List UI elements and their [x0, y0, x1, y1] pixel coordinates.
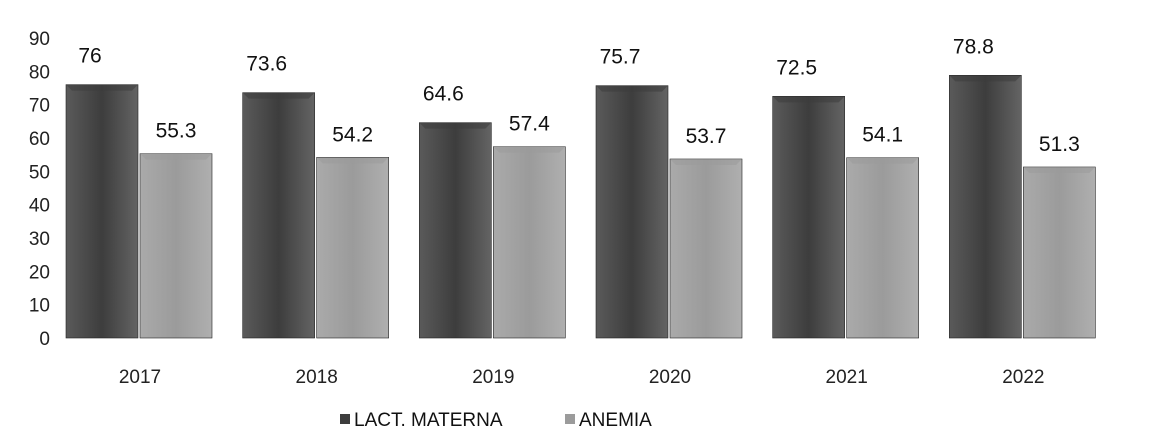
y-tick-label: 30	[29, 229, 50, 250]
data-label-anemia-2020: 53.7	[686, 125, 727, 148]
bar-anemia-2018	[316, 157, 389, 339]
data-label-lact-materna-2019: 64.6	[423, 83, 464, 106]
y-tick-label: 20	[29, 262, 50, 283]
data-label-lact-materna-2020: 75.7	[600, 46, 641, 69]
bar-bevel	[772, 96, 845, 103]
bar-bevel	[949, 75, 1022, 82]
legend-swatch-anemia	[565, 414, 575, 424]
bar-anemia-2020	[669, 158, 743, 339]
x-tick-label-2020: 2020	[649, 367, 691, 388]
bar-bevel	[1023, 167, 1096, 173]
legend-label-lact-materna: LACT. MATERNA	[354, 410, 503, 431]
y-tick-label: 40	[29, 196, 50, 217]
y-tick-label: 0	[39, 329, 50, 350]
bar-bevel	[670, 159, 742, 165]
bar-bevel	[596, 85, 668, 92]
bar-bevel	[493, 146, 566, 153]
y-tick-label: 60	[29, 129, 50, 150]
y-tick-label: 10	[29, 296, 50, 317]
x-tick-label-2021: 2021	[826, 367, 868, 388]
bar-lact-materna-2018	[242, 92, 315, 339]
legend: LACT. MATERNA ANEMIA	[340, 410, 652, 431]
bar-bevel	[846, 157, 919, 164]
bar-bevel	[140, 153, 212, 160]
x-axis-ticks: 2017 2018 2019 2020 2021 2022	[119, 367, 1045, 388]
data-label-anemia-2017: 55.3	[156, 120, 197, 143]
y-axis-ticks: 0 10 20 30 40 50 60 70 80 90	[29, 29, 50, 350]
data-label-anemia-2019: 57.4	[509, 113, 550, 136]
bar-anemia-2019	[493, 146, 566, 339]
data-label-lact-materna-2021: 72.5	[776, 56, 817, 79]
bar-lact-materna-2019	[419, 122, 492, 339]
bars-layer	[65, 75, 1096, 339]
x-tick-label-2022: 2022	[1002, 367, 1044, 388]
data-label-anemia-2022: 51.3	[1039, 133, 1080, 156]
value-labels-layer: 76 55.3 73.6 54.2 64.6 57.4 75.7 53.7 72.5 54.1 78…	[78, 35, 1079, 156]
bar-lact-materna-2021	[772, 96, 845, 339]
bar-anemia-2017	[139, 153, 213, 339]
x-tick-label-2018: 2018	[296, 367, 338, 388]
bar-bevel	[66, 84, 138, 91]
bar-lact-materna-2017	[65, 84, 139, 339]
y-tick-label: 70	[29, 96, 50, 117]
data-label-lact-materna-2022: 78.8	[953, 35, 994, 58]
legend-label-anemia: ANEMIA	[579, 410, 652, 431]
legend-swatch-lact-materna	[340, 414, 350, 424]
data-label-anemia-2021: 54.1	[862, 124, 903, 147]
bar-bevel	[242, 92, 315, 99]
y-tick-label: 90	[29, 29, 50, 50]
data-label-anemia-2018: 54.2	[332, 123, 373, 146]
data-label-lact-materna-2018: 73.6	[246, 53, 287, 76]
data-label-lact-materna-2017: 76	[78, 45, 101, 68]
bar-anemia-2021	[846, 157, 919, 339]
y-tick-label: 50	[29, 162, 50, 183]
x-tick-label-2017: 2017	[119, 367, 161, 388]
bar-anemia-2022	[1023, 166, 1096, 339]
bar-bevel	[419, 122, 492, 129]
bar-lact-materna-2022	[949, 75, 1022, 339]
y-tick-label: 80	[29, 62, 50, 83]
x-tick-label-2019: 2019	[472, 367, 514, 388]
bar-lact-materna-2020	[595, 85, 669, 339]
bar-bevel	[316, 157, 389, 164]
